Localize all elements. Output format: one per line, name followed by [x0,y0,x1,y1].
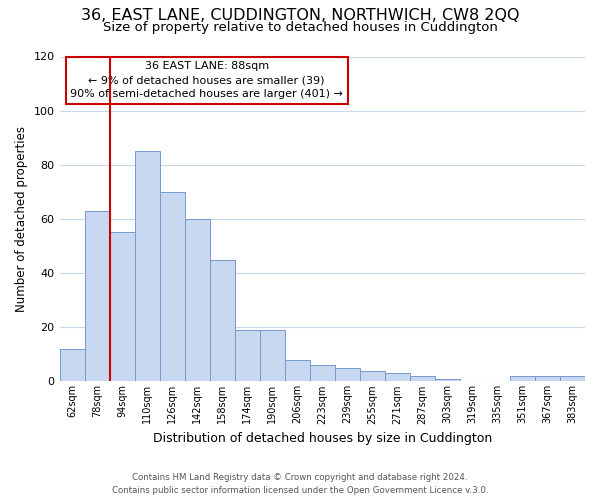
Bar [160,192,185,382]
Bar [285,360,310,382]
X-axis label: Distribution of detached houses by size in Cuddington: Distribution of detached houses by size … [152,432,492,445]
Bar [134,152,160,382]
Text: Size of property relative to detached houses in Cuddington: Size of property relative to detached ho… [103,21,497,34]
Bar [510,376,535,382]
Text: Contains HM Land Registry data © Crown copyright and database right 2024.
Contai: Contains HM Land Registry data © Crown c… [112,474,488,495]
Bar [185,219,209,382]
Bar [385,374,410,382]
Bar [260,330,285,382]
Bar [209,260,235,382]
Bar [535,376,560,382]
Bar [59,349,85,382]
Text: 36, EAST LANE, CUDDINGTON, NORTHWICH, CW8 2QQ: 36, EAST LANE, CUDDINGTON, NORTHWICH, CW… [81,8,519,22]
Bar [560,376,585,382]
Bar [235,330,260,382]
Bar [85,211,110,382]
Bar [360,370,385,382]
Bar [435,378,460,382]
Bar [335,368,360,382]
Bar [110,232,134,382]
Bar [410,376,435,382]
Text: 36 EAST LANE: 88sqm
← 9% of detached houses are smaller (39)
90% of semi-detache: 36 EAST LANE: 88sqm ← 9% of detached hou… [70,62,343,100]
Bar [310,365,335,382]
Y-axis label: Number of detached properties: Number of detached properties [15,126,28,312]
